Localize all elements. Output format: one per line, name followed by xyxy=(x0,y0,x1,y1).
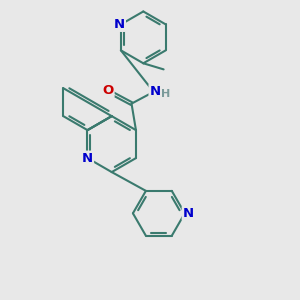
Text: N: N xyxy=(149,85,161,98)
Text: N: N xyxy=(183,207,194,220)
Text: N: N xyxy=(114,18,125,31)
Text: H: H xyxy=(161,89,171,99)
Text: N: N xyxy=(82,152,93,165)
Text: O: O xyxy=(102,84,114,97)
